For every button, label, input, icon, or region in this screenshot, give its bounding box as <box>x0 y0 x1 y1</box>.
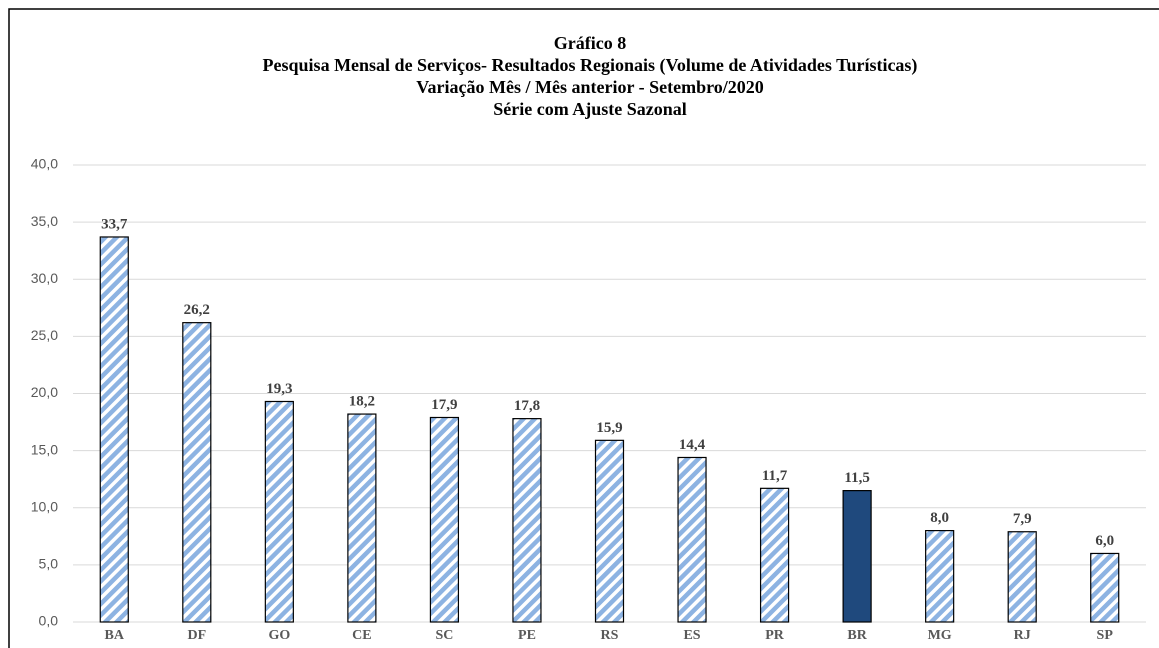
chart-frame <box>8 8 1159 648</box>
x-tick-label: CE <box>352 628 371 643</box>
bar <box>677 456 707 623</box>
bar <box>1007 531 1037 623</box>
x-tick-label: DF <box>187 628 206 643</box>
bar <box>1090 552 1120 623</box>
x-tick-label: SP <box>1097 628 1114 643</box>
x-tick-label: ES <box>683 628 700 643</box>
x-tick-label: PE <box>518 628 536 643</box>
value-label: 26,2 <box>184 302 210 318</box>
y-tick-label: 20,0 <box>31 384 58 400</box>
bar <box>759 487 790 623</box>
bar <box>512 418 542 623</box>
x-tick-label: PR <box>765 628 785 643</box>
bar <box>347 413 377 623</box>
bar <box>99 236 129 623</box>
chart-title: Variação Mês / Mês anterior - Setembro/2… <box>416 77 764 97</box>
value-label: 6,0 <box>1095 533 1114 549</box>
value-label: 19,3 <box>266 381 292 397</box>
x-tick-label: BA <box>105 628 125 643</box>
value-label: 17,9 <box>431 397 457 413</box>
bar <box>594 439 625 623</box>
chart-title: Gráfico 8 <box>554 33 626 53</box>
value-label: 33,7 <box>101 216 128 232</box>
chart-title: Série com Ajuste Sazonal <box>493 99 686 119</box>
x-tick-label: MG <box>928 628 952 643</box>
x-tick-label: SC <box>435 628 453 643</box>
value-label: 7,9 <box>1013 511 1032 527</box>
y-tick-label: 15,0 <box>31 441 58 457</box>
value-label: 17,8 <box>514 398 540 414</box>
value-label: 11,5 <box>844 470 869 486</box>
bar <box>429 416 460 623</box>
y-tick-label: 0,0 <box>39 613 59 629</box>
value-label: 11,7 <box>762 468 788 484</box>
value-label: 8,0 <box>930 510 949 526</box>
y-tick-label: 30,0 <box>31 270 58 286</box>
bar <box>264 400 294 623</box>
x-tick-label: BR <box>847 628 867 643</box>
y-tick-label: 5,0 <box>39 556 59 572</box>
x-tick-label: GO <box>268 628 290 643</box>
y-tick-label: 10,0 <box>31 498 58 514</box>
y-tick-label: 35,0 <box>31 213 58 229</box>
y-tick-label: 40,0 <box>31 156 58 172</box>
bar <box>842 490 872 623</box>
chart-title: Pesquisa Mensal de Serviços- Resultados … <box>263 55 918 76</box>
value-label: 14,4 <box>679 437 706 453</box>
x-tick-label: RJ <box>1014 628 1031 643</box>
bar <box>925 529 955 623</box>
value-label: 18,2 <box>349 394 375 410</box>
value-label: 15,9 <box>596 420 622 436</box>
bar <box>182 322 212 623</box>
y-tick-label: 25,0 <box>31 327 58 343</box>
x-tick-label: RS <box>601 628 619 643</box>
